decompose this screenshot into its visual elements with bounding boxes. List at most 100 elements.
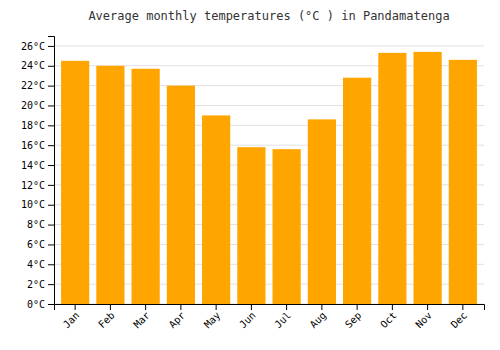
tick-mark (286, 304, 287, 310)
tick-label: 16°C (21, 140, 45, 151)
tick-label: Dec (449, 310, 470, 331)
tick-mark (48, 46, 54, 47)
tick-label: Nov (413, 310, 434, 331)
bar (202, 115, 230, 304)
tick-label: Oct (378, 310, 399, 331)
chart: 0°C 2°C 4°C 6°C 8°C 10°C 12°C 14°C 16°C 18°C 20°C 2… (0, 0, 500, 350)
tick-mark (48, 165, 54, 166)
tick-mark (48, 225, 54, 226)
tick-label: May (202, 310, 223, 331)
tick: 18°C (21, 120, 54, 131)
tick: 2°C (27, 279, 54, 290)
grid (54, 46, 484, 304)
bar (449, 60, 477, 304)
tick: Jul (272, 304, 293, 330)
tick-label: 18°C (21, 120, 45, 131)
tick-mark (48, 284, 54, 285)
tick-label: Apr (167, 310, 188, 331)
tick: May (202, 304, 223, 330)
tick: 4°C (27, 259, 54, 270)
tick-label: 20°C (21, 100, 45, 111)
tick-label: 6°C (27, 239, 45, 250)
tick-mark (180, 304, 181, 310)
tick-label: 22°C (21, 80, 45, 91)
tick-mark (48, 66, 54, 67)
tick-mark (321, 304, 322, 310)
tick-mark (357, 304, 358, 310)
tick: Nov (413, 304, 434, 330)
tick-label: 26°C (21, 41, 45, 52)
tick: 16°C (21, 140, 54, 151)
tick-mark (427, 304, 428, 310)
tick-mark (216, 304, 217, 310)
tick: 10°C (21, 199, 54, 210)
tick-label: Jul (272, 310, 293, 331)
tick-mark (392, 304, 393, 310)
tick-mark (48, 105, 54, 106)
tick-mark (48, 145, 54, 146)
bar (237, 147, 265, 304)
tick: 22°C (21, 80, 54, 91)
tick: Jun (237, 304, 258, 330)
tick-mark (48, 304, 54, 305)
tick: 8°C (27, 219, 54, 230)
tick: Jan (61, 304, 82, 330)
tick-label: Mar (131, 310, 152, 331)
tick: 0°C (27, 299, 54, 310)
tick-mark (145, 304, 146, 310)
tick: 24°C (21, 60, 54, 71)
grid-line (54, 45, 484, 46)
bar (378, 53, 406, 304)
bar (132, 69, 160, 304)
tick: 12°C (21, 180, 54, 191)
y-axis: 0°C 2°C 4°C 6°C 8°C 10°C 12°C 14°C 16°C 18°C 20°C 2… (21, 37, 55, 310)
title: Average monthly temperatures (°C ) in Pa… (88, 9, 449, 23)
tick-label: 10°C (21, 199, 45, 210)
tick-mark (251, 304, 252, 310)
tick-label: 0°C (27, 299, 45, 310)
tick-label: 12°C (21, 180, 45, 191)
bar (414, 52, 442, 304)
tick: 20°C (21, 100, 54, 111)
tick-label: 8°C (27, 219, 45, 230)
bar (167, 86, 195, 304)
tick-mark (48, 264, 54, 265)
bar (343, 78, 371, 304)
tick-label: 24°C (21, 60, 45, 71)
tick-mark (48, 205, 54, 206)
bar (308, 119, 336, 304)
axis-line (48, 37, 55, 305)
tick-mark (48, 125, 54, 126)
tick-label: Feb (96, 310, 117, 331)
tick: Aug (308, 304, 329, 330)
tick-mark (462, 304, 463, 310)
plot: 0°C 2°C 4°C 6°C 8°C 10°C 12°C 14°C 16°C 18°C 20°C 2… (21, 37, 485, 331)
tick: Mar (131, 304, 152, 330)
bar (273, 149, 301, 304)
tick-label: 4°C (27, 259, 45, 270)
tick: 6°C (27, 239, 54, 250)
tick: 14°C (21, 160, 54, 171)
tick-label: 2°C (27, 279, 45, 290)
tick-mark (48, 86, 54, 87)
tick: Apr (167, 304, 188, 330)
tick-label: Jun (237, 310, 258, 331)
bar (61, 61, 89, 304)
bars (61, 52, 477, 304)
tick-label: Jan (61, 310, 82, 331)
x-axis: Jan Feb Mar Apr May Jun Jul Aug Sep Oct Nov Dec (55, 304, 485, 330)
tick-label: Sep (343, 310, 364, 331)
tick-mark (48, 185, 54, 186)
tick: 26°C (21, 41, 54, 52)
tick-label: 14°C (21, 160, 45, 171)
axis-line (55, 305, 485, 311)
tick-mark (110, 304, 111, 310)
bar (96, 66, 124, 304)
tick: Sep (343, 304, 364, 330)
tick-mark (75, 304, 76, 310)
tick-mark (48, 244, 54, 245)
tick: Oct (378, 304, 399, 330)
tick: Feb (96, 304, 117, 330)
tick-label: Aug (308, 310, 329, 331)
tick: Dec (449, 304, 470, 330)
